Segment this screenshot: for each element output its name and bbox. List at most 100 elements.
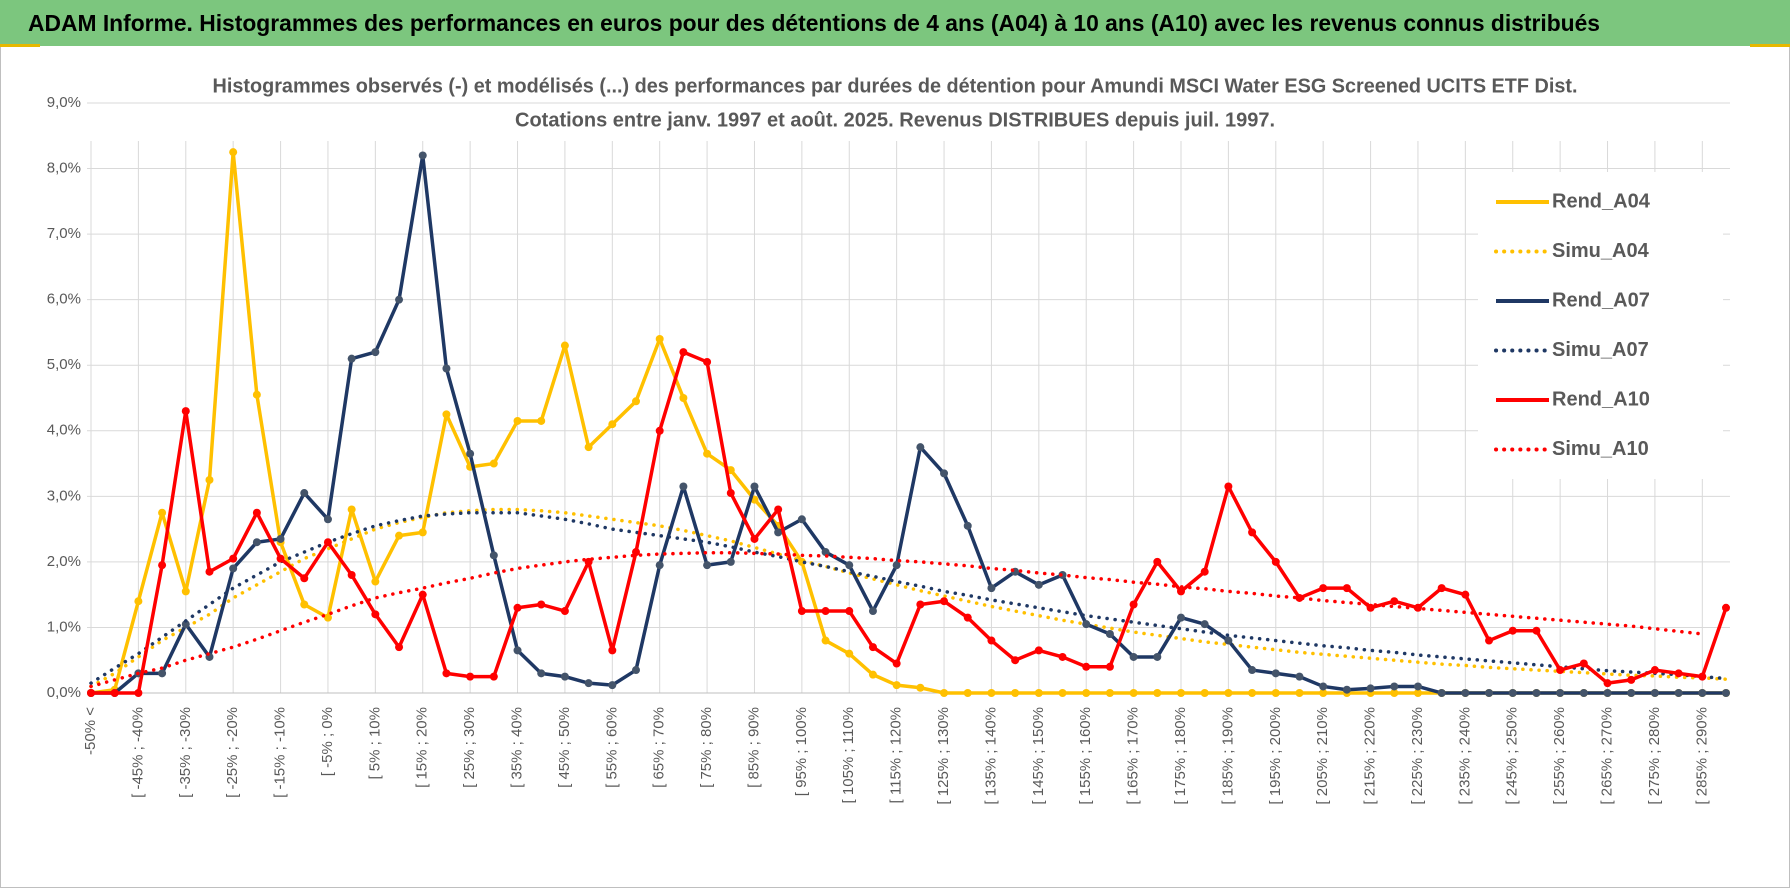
- data-point: [252, 390, 261, 399]
- data-point: [560, 607, 569, 616]
- data-point: [632, 666, 640, 675]
- data-point: [750, 482, 759, 491]
- data-point: [513, 603, 522, 612]
- x-tick-label: [ 285% ; 290%: [1693, 707, 1710, 805]
- data-point: [1319, 689, 1328, 697]
- data-point: [395, 295, 404, 304]
- data-point: [395, 643, 404, 652]
- data-point: [1129, 652, 1138, 661]
- data-point: [395, 531, 404, 540]
- data-point: [371, 348, 380, 357]
- data-point: [821, 636, 830, 645]
- data-point: [940, 689, 949, 697]
- data-point: [1319, 682, 1328, 691]
- x-tick-label: [ 35% ; 40%: [508, 707, 525, 788]
- y-tick-label: 0,0%: [47, 684, 81, 701]
- data-point: [1413, 682, 1422, 691]
- data-point: [655, 426, 664, 435]
- data-point: [1485, 636, 1494, 645]
- data-point: [963, 689, 972, 697]
- data-point: [323, 515, 332, 524]
- series-line: [91, 153, 1726, 695]
- data-point: [1082, 689, 1091, 697]
- data-point: [1058, 689, 1067, 697]
- data-point: [655, 335, 664, 343]
- x-tick-label: [ 75% ; 80%: [698, 707, 715, 788]
- x-tick-label: [ 175% ; 180%: [1172, 707, 1189, 805]
- data-point: [371, 577, 380, 586]
- data-point: [703, 561, 712, 570]
- data-point: [1603, 689, 1612, 697]
- y-tick-label: 5,0%: [47, 356, 81, 373]
- y-tick-label: 2,0%: [47, 553, 81, 570]
- x-tick-label: [ -35% ; -30%: [177, 707, 194, 798]
- y-tick-label: 9,0%: [47, 94, 81, 111]
- y-tick-label: 6,0%: [47, 291, 81, 308]
- legend-label: Rend_A04: [1552, 190, 1651, 212]
- data-point: [845, 607, 854, 616]
- x-tick-label: [ 165% ; 170%: [1125, 707, 1142, 805]
- data-point: [797, 515, 806, 524]
- data-point: [442, 410, 451, 419]
- data-point: [774, 528, 783, 537]
- x-tick-label: [ 205% ; 210%: [1314, 707, 1331, 805]
- data-point: [252, 508, 261, 517]
- data-point: [1082, 620, 1091, 629]
- data-point: [821, 607, 830, 616]
- data-point: [1674, 669, 1683, 678]
- data-point: [489, 459, 498, 468]
- data-point: [347, 571, 356, 579]
- data-point: [347, 505, 356, 514]
- data-point: [1177, 689, 1185, 697]
- data-point: [892, 561, 901, 570]
- data-point: [1319, 584, 1328, 593]
- data-point: [181, 587, 190, 596]
- data-point: [442, 669, 451, 678]
- data-point: [1248, 528, 1257, 537]
- data-point: [300, 600, 309, 609]
- data-point: [1295, 672, 1304, 681]
- data-point: [868, 607, 877, 616]
- data-point: [1248, 666, 1257, 675]
- data-point: [1105, 662, 1114, 671]
- x-tick-label: [ -45% ; -40%: [129, 707, 146, 798]
- data-point: [300, 489, 309, 498]
- data-point: [537, 416, 546, 425]
- x-tick-label: [ 235% ; 240%: [1456, 707, 1473, 805]
- data-point: [158, 508, 167, 517]
- data-point: [1485, 689, 1494, 697]
- y-tick-label: 7,0%: [47, 225, 81, 242]
- x-tick-label: [ -5% ; 0%: [319, 707, 336, 776]
- data-point: [1224, 482, 1233, 491]
- data-point: [1224, 636, 1233, 645]
- y-tick-label: 1,0%: [47, 618, 81, 635]
- data-point: [1153, 557, 1162, 566]
- chart-subtitle: Cotations entre janv. 1997 et août. 2025…: [515, 109, 1275, 131]
- data-point: [1579, 659, 1588, 668]
- data-point: [892, 659, 901, 668]
- x-tick-label: [ 25% ; 30%: [461, 707, 478, 788]
- data-point: [1129, 689, 1138, 697]
- header-banner: [0, 0, 1790, 46]
- data-point: [205, 567, 214, 576]
- x-tick-label: [ 55% ; 60%: [603, 707, 620, 788]
- data-point: [584, 679, 593, 688]
- data-point: [703, 449, 712, 458]
- data-point: [1366, 684, 1375, 693]
- y-tick-label: 8,0%: [47, 160, 81, 177]
- data-point: [466, 672, 475, 681]
- data-point: [608, 646, 617, 655]
- data-point: [1413, 689, 1422, 697]
- data-point: [1532, 626, 1541, 635]
- x-tick-label: [ 45% ; 50%: [556, 707, 573, 788]
- x-tick-label: [ 275% ; 280%: [1646, 707, 1663, 805]
- data-point: [442, 364, 451, 373]
- data-point: [845, 561, 854, 570]
- data-point: [110, 689, 119, 697]
- data-point: [679, 348, 688, 357]
- data-point: [181, 407, 190, 416]
- data-point: [1437, 584, 1446, 593]
- data-point: [1366, 603, 1375, 612]
- x-tick-label: [ -15% ; -10%: [272, 707, 289, 798]
